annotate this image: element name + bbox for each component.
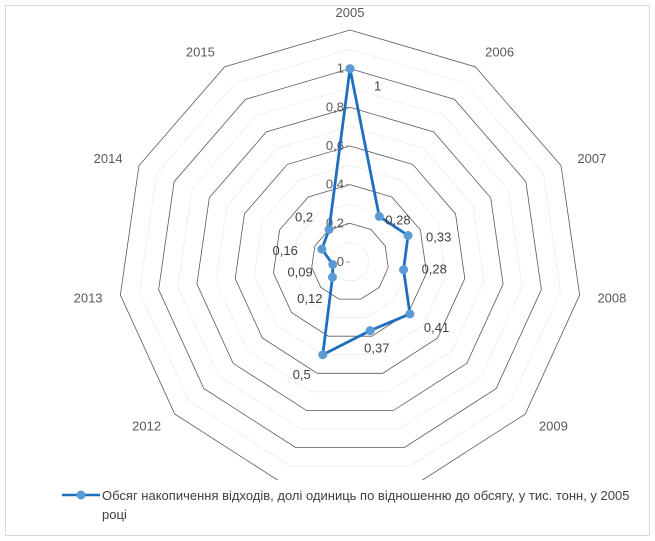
radial-tick-label: 0 [337,254,344,269]
radial-tick-label: 0,8 [326,99,344,114]
category-label: 2015 [186,45,215,60]
data-labels: 1 0,28 0,33 0,28 0,41 0,37 0,5 0,12 0,09 0,16 0,2 [273,79,452,382]
grid-ring [330,242,370,281]
grid-ring [273,184,427,337]
legend-marker [62,490,100,500]
category-label: 2005 [336,5,365,20]
legend: Обсяг накопичення відходів, долі одиниць… [62,486,642,524]
data-point [374,211,384,221]
legend-series-label: Обсяг накопичення відходів, долі одиниць… [102,488,630,522]
data-label: 0,16 [273,243,298,258]
data-label: 0,41 [424,320,449,335]
grid-ring [254,165,446,356]
data-point [317,244,327,254]
data-label: 0,37 [364,341,389,356]
grid-ring [234,145,466,374]
data-label: 0,28 [422,262,447,277]
grid-ring [292,203,408,318]
data-label: 0,09 [287,264,312,279]
data-label: 1 [374,79,381,94]
grid-ring [139,49,561,467]
data-label: 0,28 [385,212,410,227]
grid-ring [311,222,389,300]
grid-ring [177,87,523,430]
data-label: 0,12 [297,291,322,306]
grid-ring [158,68,542,448]
category-label: 2006 [485,45,514,60]
data-point [403,230,413,240]
category-label: 2014 [94,151,123,166]
data-point [318,350,328,360]
category-label: 2012 [132,419,161,434]
category-label: 2007 [577,151,606,166]
data-point [365,326,375,336]
radar-chart: 00,20,40,60,81 2005200620072008200920102… [74,5,627,480]
data-label: 0,2 [295,209,313,224]
category-labels: 2005200620072008200920102011201220132014… [74,5,627,434]
data-label: 0,5 [293,367,311,382]
data-point [345,64,355,74]
radar-grid [119,29,581,480]
grid-ring [215,126,485,393]
data-point [399,265,409,275]
data-point [328,259,338,269]
series-layer [317,64,415,360]
grid-ring [119,29,581,480]
data-point [327,272,337,282]
category-label: 2008 [597,291,626,306]
grid-ring [196,106,504,411]
data-point [405,309,415,319]
category-label: 2009 [539,419,568,434]
chart-frame [5,5,650,536]
data-point [324,224,334,234]
radial-tick-label: 1 [337,61,344,76]
category-label: 2013 [74,291,103,306]
data-label: 0,33 [426,229,451,244]
